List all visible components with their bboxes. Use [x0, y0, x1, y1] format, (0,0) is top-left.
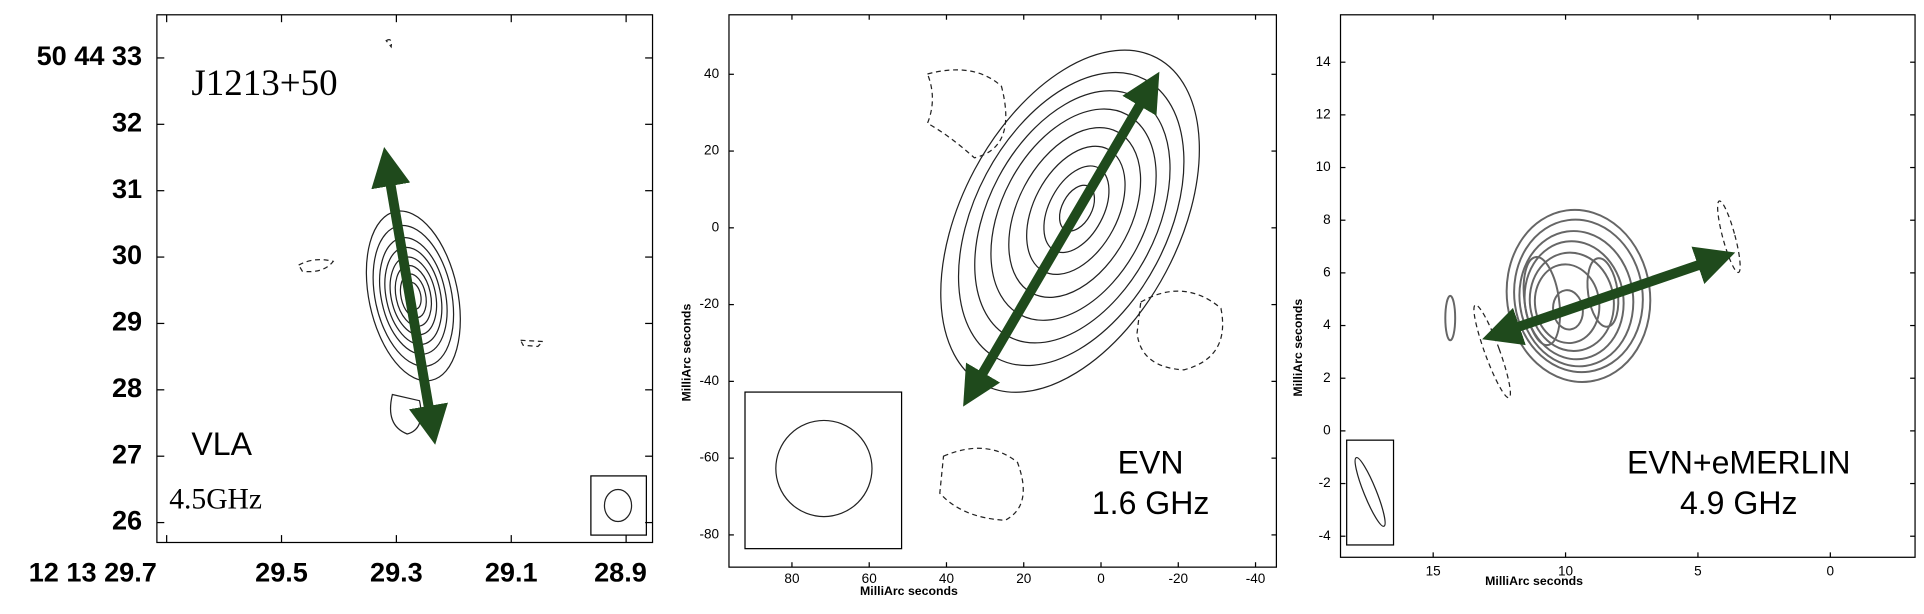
beam-box	[1346, 439, 1395, 546]
x-tick-label: 28.9	[594, 557, 647, 588]
x-tick-label: 80	[784, 571, 799, 586]
jet-arrow	[1482, 246, 1736, 346]
y-tick-label: 0	[1323, 422, 1331, 437]
annotation: 1.6 GHz	[1092, 485, 1210, 521]
y-tick-label: -2	[1319, 475, 1331, 490]
plot-frame	[1339, 14, 1916, 558]
y-tick-label: 14	[1316, 54, 1332, 69]
y-tick-label: 12	[1316, 106, 1331, 121]
y-tick-label: 50 44 33	[37, 40, 143, 71]
y-tick-label: 6	[1323, 264, 1331, 279]
y-tick-label: -20	[700, 296, 720, 311]
x-tick-label: 10	[1558, 564, 1573, 579]
annotation: 4.5GHz	[169, 484, 262, 516]
plot-frame	[156, 14, 654, 544]
x-tick-label: 29.5	[255, 557, 308, 588]
y-tick-label: 20	[704, 143, 719, 158]
y-tick-label: 10	[1316, 159, 1331, 174]
y-tick-label: -4	[1319, 528, 1332, 543]
x-tick-label: 0	[1097, 571, 1105, 586]
annotation: J1213+50	[191, 62, 337, 103]
y-tick-label: 26	[112, 505, 142, 536]
annotation: VLA	[191, 426, 252, 462]
x-tick-label: 5	[1694, 564, 1702, 579]
plot-frame	[728, 14, 1278, 568]
beam-box	[744, 391, 903, 550]
x-axis-label: MilliArc seconds	[1485, 574, 1583, 588]
jet-arrow	[963, 71, 1160, 407]
beam-box	[590, 475, 647, 536]
x-tick-label: 29.1	[485, 557, 538, 588]
y-tick-label: 2	[1323, 370, 1331, 385]
y-tick-label: -60	[700, 450, 720, 465]
contours-evn-emerlin	[1505, 208, 1652, 383]
x-tick-label: 29.3	[370, 557, 423, 588]
y-tick-label: 29	[112, 306, 142, 337]
y-tick-label: 0	[712, 219, 720, 234]
x-tick-label: 15	[1426, 564, 1441, 579]
x-tick-label: 60	[862, 571, 877, 586]
beam	[603, 488, 633, 523]
y-tick-label: 8	[1323, 212, 1331, 227]
x-tick-label: -20	[1168, 571, 1188, 586]
beam	[775, 419, 873, 518]
annotation: 4.9 GHz	[1680, 485, 1798, 521]
y-axis-label: MilliArc seconds	[1291, 299, 1305, 397]
y-tick-label: 4	[1323, 317, 1331, 332]
y-tick-label: 32	[112, 106, 142, 137]
y-tick-label: -40	[700, 373, 720, 388]
y-tick-label: 28	[112, 372, 142, 403]
y-axis-label: MilliArc seconds	[679, 304, 693, 402]
beam	[1354, 456, 1386, 527]
annotation: EVN	[1118, 444, 1184, 480]
y-tick-label: 40	[704, 66, 719, 81]
x-tick-label: 12 13 29.7	[29, 557, 157, 588]
jet-arrow	[371, 147, 448, 445]
y-tick-label: 27	[112, 438, 142, 469]
y-tick-label: -80	[700, 526, 720, 541]
x-tick-label: -40	[1246, 571, 1266, 586]
y-tick-label: 30	[112, 239, 142, 270]
x-axis-label: MilliArc seconds	[860, 584, 958, 598]
y-tick-label: 31	[112, 173, 142, 204]
x-tick-label: 0	[1827, 564, 1835, 579]
annotation: EVN+eMERLIN	[1627, 444, 1851, 480]
x-tick-label: 40	[939, 571, 954, 586]
x-tick-label: 20	[1016, 571, 1031, 586]
